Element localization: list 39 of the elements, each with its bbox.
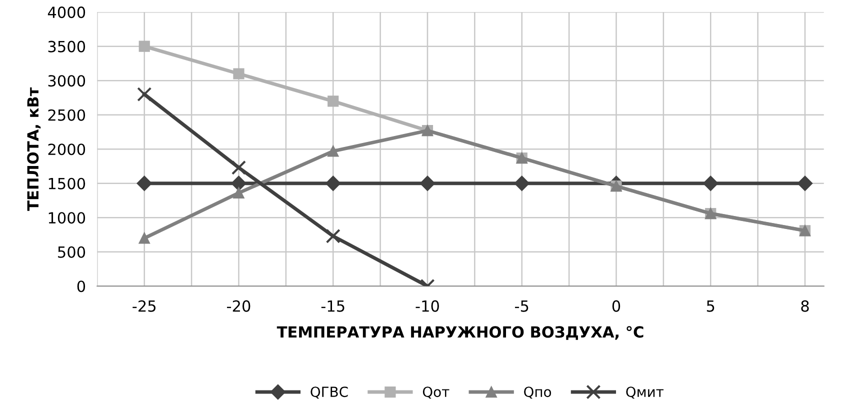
legend-label: Qот bbox=[422, 386, 450, 399]
y-tick-label: 3500 bbox=[48, 40, 86, 52]
point bbox=[138, 232, 150, 244]
x-tick-label: -10 bbox=[416, 300, 439, 312]
y-axis-title: ТЕПЛОТА, кВт bbox=[27, 87, 41, 211]
x-tick-label: -15 bbox=[321, 300, 344, 312]
point bbox=[703, 176, 718, 191]
point bbox=[138, 40, 150, 52]
y-tick-label: 1000 bbox=[48, 212, 86, 224]
x-tick-label: 0 bbox=[612, 300, 620, 312]
point bbox=[328, 96, 339, 107]
y-tick-label: 3000 bbox=[48, 75, 86, 87]
point bbox=[231, 160, 246, 175]
legend-label: Qмит bbox=[626, 386, 664, 399]
point bbox=[231, 176, 246, 191]
point bbox=[137, 87, 152, 102]
y-tick-label: 2500 bbox=[48, 109, 86, 121]
y-tick-label: 4000 bbox=[48, 6, 86, 18]
y-tick-label: 1500 bbox=[48, 178, 86, 190]
legend-label: Qпо bbox=[524, 386, 552, 399]
legend-label: QГВС bbox=[310, 386, 348, 399]
y-tick-label: 500 bbox=[58, 246, 86, 258]
y-tick-label: 2000 bbox=[48, 144, 86, 156]
point bbox=[326, 176, 341, 191]
x-tick-label: -20 bbox=[227, 300, 250, 312]
y-tick-label: 0 bbox=[77, 280, 86, 292]
point bbox=[514, 176, 530, 191]
point bbox=[326, 228, 340, 244]
x-tick-label: 5 bbox=[706, 300, 714, 312]
point bbox=[328, 146, 339, 157]
point bbox=[233, 68, 244, 80]
x-tick-label: -25 bbox=[132, 300, 156, 312]
point bbox=[233, 187, 244, 199]
x-axis-title: ТЕМПЕРАТУРА НАРУЖНОГО ВОЗДУХА, °C bbox=[276, 326, 644, 340]
x-tick-label: 8 bbox=[801, 300, 809, 312]
point bbox=[797, 176, 813, 191]
point bbox=[136, 176, 152, 191]
x-tick-label: -5 bbox=[515, 300, 528, 312]
point bbox=[420, 176, 436, 191]
